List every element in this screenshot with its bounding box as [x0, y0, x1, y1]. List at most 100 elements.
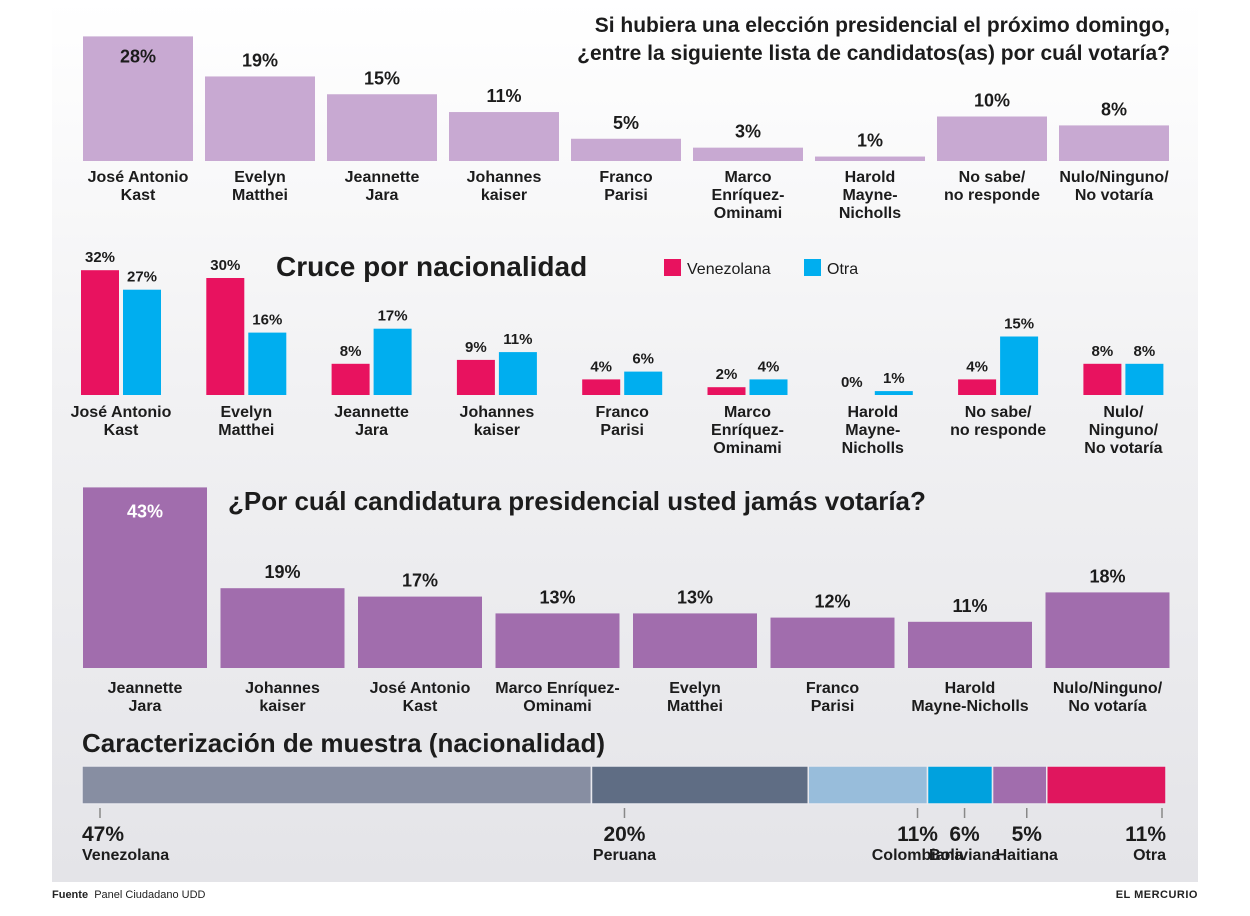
chart3-bar: [495, 613, 620, 668]
chart2-value-label: 27%: [127, 269, 157, 286]
chart2-value-label: 2%: [716, 366, 738, 383]
chart1-category-label: Franco: [599, 169, 653, 186]
chart3-category-label: Johannes: [245, 680, 320, 697]
legend-label-venezolana: Venezolana: [687, 261, 771, 278]
chart3-category-label: Jeannette: [108, 680, 183, 697]
chart2-value-label: 30%: [210, 257, 240, 274]
chart1-title-line: Si hubiera una elección presidencial el …: [595, 14, 1170, 37]
chart1-category-label: Jara: [366, 187, 399, 204]
chart3-category-label: Evelyn: [669, 680, 721, 697]
chart4-segment: [926, 765, 994, 805]
chart2-bar-venezolana: [206, 278, 245, 395]
chart2-category-label: Kast: [104, 422, 139, 439]
chart2-bar-venezolana: [707, 387, 746, 395]
chart1-category-label: no responde: [944, 187, 1040, 204]
chart1-category-label: Kast: [121, 187, 156, 204]
chart4-value-label: 47%: [82, 823, 124, 846]
chart4-category-label: Colombiana: [872, 847, 964, 864]
legend-swatch-venezolana: [664, 259, 681, 276]
chart1-value-label: 28%: [120, 46, 156, 66]
brand-logo: EL MERCURIO: [1115, 889, 1198, 901]
chart4-category-label: Haitiana: [996, 847, 1058, 864]
chart3-bar: [1045, 592, 1170, 668]
chart2-bar-otra: [749, 379, 788, 395]
chart1-category-label: Jeannette: [345, 169, 420, 186]
chart2-bar-otra: [874, 391, 913, 395]
chart3-value-label: 11%: [952, 596, 987, 616]
chart3-category-label: kaiser: [259, 698, 305, 715]
chart4-category-label: Peruana: [593, 847, 656, 864]
chart3-value-label: 19%: [264, 562, 300, 582]
chart3-category-label: Harold: [945, 680, 996, 697]
chart4-value-label: 11%: [897, 823, 938, 846]
chart1-bar: [327, 94, 437, 161]
chart3-category-label: Kast: [403, 698, 438, 715]
chart1-value-label: 11%: [486, 86, 521, 106]
chart2-category-label: Evelyn: [221, 404, 273, 421]
chart1-bar: [571, 138, 681, 161]
chart2-category-label: No votaría: [1084, 440, 1162, 457]
chart1-category-label: kaiser: [481, 187, 527, 204]
chart2-value-label: 0%: [841, 374, 863, 391]
chart2-value-label: 8%: [340, 343, 362, 360]
chart1-category-label: Harold: [845, 169, 896, 186]
chart2-category-label: Ominami: [713, 440, 781, 457]
chart4-value-label: 5%: [1012, 823, 1043, 846]
chart1-category-label: No votaría: [1075, 187, 1153, 204]
chart1-bar: [815, 156, 925, 161]
chart1-category-label: No sabe/: [959, 169, 1026, 186]
chart2-bar-venezolana: [958, 379, 997, 395]
chart2-bar-otra: [624, 371, 663, 395]
chart2-category-label: Mayne-: [845, 422, 900, 439]
chart4-value-label: 6%: [949, 823, 980, 846]
chart4-category-label: Boliviana: [929, 847, 1000, 864]
footer-source: Fuente Panel Ciudadano UDD: [52, 889, 205, 901]
chart3-value-label: 13%: [677, 587, 713, 607]
chart3-category-label: Ominami: [523, 698, 591, 715]
chart1-category-label: Evelyn: [234, 169, 286, 186]
chart4-title: Caracterización de muestra (nacionalidad…: [82, 728, 605, 758]
chart3-category-label: Parisi: [811, 698, 855, 715]
chart2-category-label: Matthei: [218, 422, 274, 439]
chart3-category-label: Jara: [129, 698, 162, 715]
chart1-bar: [83, 36, 193, 161]
chart4-segment: [590, 765, 810, 805]
chart1-bar: [449, 112, 559, 161]
chart1-bar: [693, 147, 803, 161]
chart2-category-label: Jara: [355, 422, 388, 439]
chart2-bar-otra: [498, 352, 537, 395]
chart2-bar-venezolana: [456, 359, 495, 395]
chart3-value-label: 13%: [539, 587, 575, 607]
chart2-value-label: 6%: [632, 351, 654, 368]
chart2-category-label: Marco: [724, 404, 771, 421]
chart2-value-label: 4%: [758, 358, 780, 375]
chart2-category-label: Harold: [847, 404, 898, 421]
chart2-value-label: 17%: [378, 308, 408, 325]
chart2-bar-otra: [1000, 336, 1039, 395]
chart4-segment: [807, 765, 929, 805]
chart3-bar: [358, 596, 482, 668]
chart2-category-label: Enríquez-: [711, 422, 784, 439]
chart2-category-label: Nulo/: [1103, 404, 1144, 421]
source-label: Fuente: [52, 889, 89, 901]
chart2-value-label: 16%: [252, 312, 282, 329]
chart1-category-label: Mayne-: [842, 187, 897, 204]
chart1-category-label: Nulo/Ninguno/: [1059, 169, 1169, 186]
chart2-bar-venezolana: [331, 363, 370, 395]
chart3-category-label: Matthei: [667, 698, 723, 715]
chart2-value-label: 4%: [590, 358, 612, 375]
chart2-value-label: 8%: [1092, 343, 1114, 360]
legend-swatch-otra: [804, 259, 821, 276]
chart2-value-label: 9%: [465, 339, 487, 356]
chart1-category-label: Ominami: [714, 205, 782, 222]
chart2-category-label: Jeannette: [334, 404, 409, 421]
chart3-bar: [83, 487, 207, 668]
chart2-value-label: 8%: [1134, 343, 1156, 360]
chart4-segment: [81, 765, 593, 805]
chart4-value-label: 11%: [1125, 823, 1166, 846]
chart1-value-label: 15%: [364, 68, 400, 88]
chart2-bar-otra: [248, 332, 287, 395]
chart4-segment: [991, 765, 1048, 805]
chart2-value-label: 1%: [883, 370, 905, 387]
chart2-category-label: No sabe/: [965, 404, 1032, 421]
